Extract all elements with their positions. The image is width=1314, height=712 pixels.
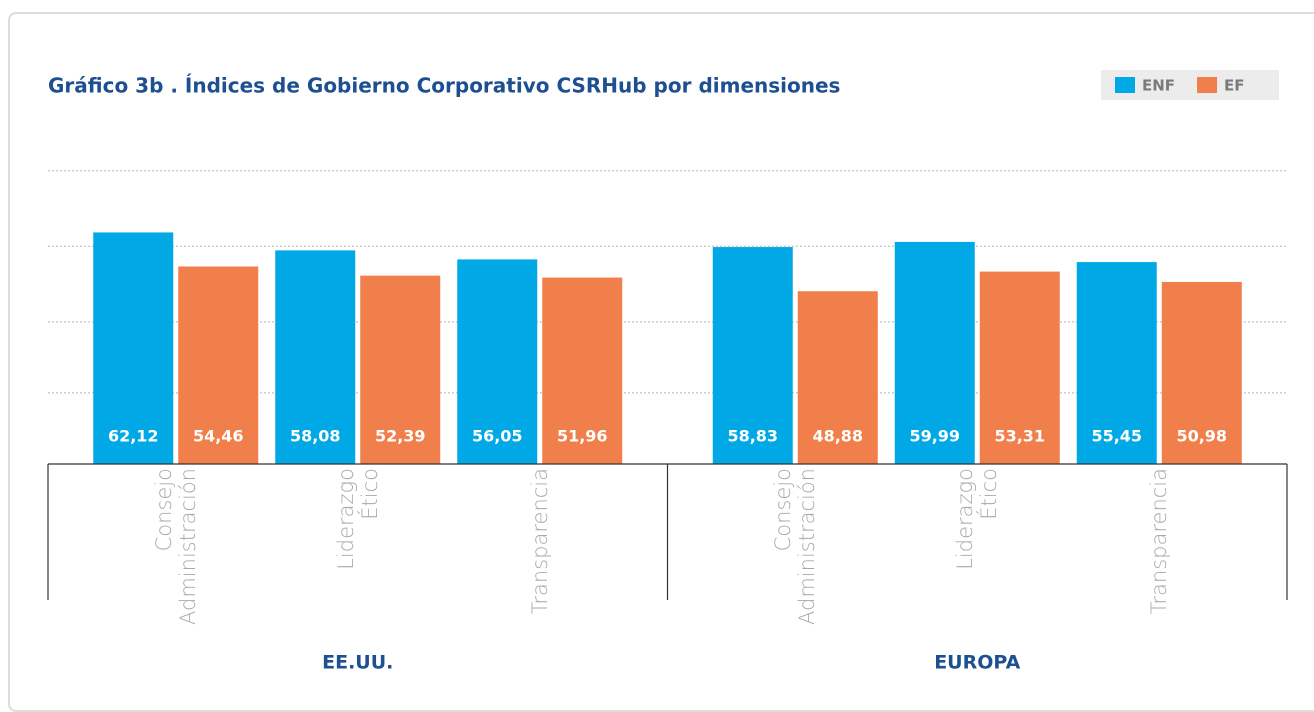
bar xyxy=(457,259,538,464)
value-label: 50,98 xyxy=(1176,427,1227,446)
value-label: 52,39 xyxy=(375,427,426,446)
legend-label: EF xyxy=(1224,77,1245,95)
bar xyxy=(1161,281,1242,464)
bar xyxy=(712,247,793,464)
value-label: 54,46 xyxy=(193,427,244,446)
bar xyxy=(275,250,356,464)
bar xyxy=(894,241,975,464)
category-label: Liderazgo Ético xyxy=(333,468,382,570)
value-label: 62,12 xyxy=(108,427,159,446)
group-label: EE.UU. xyxy=(322,652,393,674)
category-label: Transparencia xyxy=(1147,468,1172,615)
value-label: 58,08 xyxy=(290,427,341,446)
bar xyxy=(979,271,1060,464)
bar xyxy=(93,232,174,464)
value-label: 56,05 xyxy=(472,427,523,446)
legend-swatch xyxy=(1115,77,1135,93)
value-label: 48,88 xyxy=(812,427,863,446)
bar xyxy=(797,291,878,464)
value-label: 55,45 xyxy=(1091,427,1142,446)
value-label: 58,83 xyxy=(727,427,778,446)
bar xyxy=(178,266,259,464)
bar xyxy=(1076,262,1157,464)
category-label: Consejo Administración xyxy=(151,468,200,625)
chart-title: Gráfico 3b . Índices de Gobierno Corpora… xyxy=(48,74,840,98)
value-label: 51,96 xyxy=(557,427,608,446)
bar xyxy=(360,275,441,464)
category-label: Consejo Administración xyxy=(771,468,820,625)
group-label: EUROPA xyxy=(934,652,1020,674)
bar xyxy=(542,277,623,464)
page: Gráfico 3b . Índices de Gobierno Corpora… xyxy=(8,12,1314,712)
category-label: Transparencia xyxy=(527,468,552,615)
category-label: Liderazgo Ético xyxy=(953,468,1002,570)
value-label: 59,99 xyxy=(909,427,960,446)
legend-swatch xyxy=(1197,77,1218,93)
legend-label: ENF xyxy=(1142,77,1175,95)
chart: Gráfico 3b . Índices de Gobierno Corpora… xyxy=(47,70,1288,674)
value-label: 53,31 xyxy=(994,427,1045,446)
